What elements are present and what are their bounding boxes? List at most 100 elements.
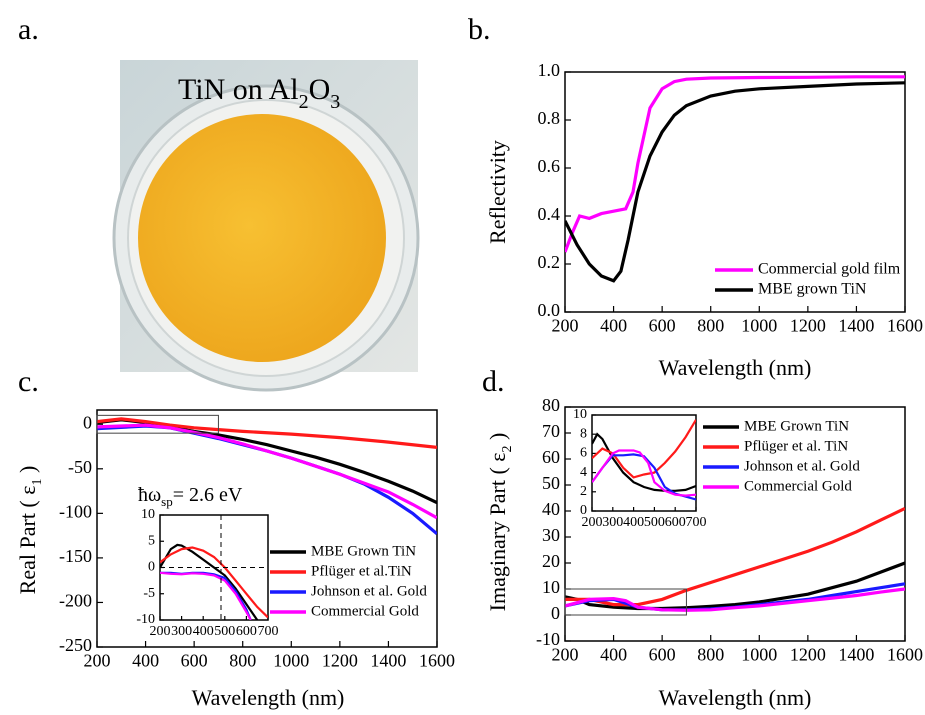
y-tick-label: 0.2: [538, 252, 561, 272]
y-tick-label: -50: [68, 457, 92, 477]
legend-label: Johnson et al. Gold: [311, 583, 427, 599]
y-tick-label: 0.6: [538, 156, 561, 176]
y-tick-label: 60: [542, 447, 560, 467]
x-tick-label: 1400: [838, 315, 874, 335]
x-tick-label: 400: [600, 315, 627, 335]
x-tick-label: 800: [229, 650, 256, 670]
panel-label: b.: [468, 13, 491, 46]
x-tick-label: 1600: [419, 650, 455, 670]
x-tick-label: 600: [649, 315, 676, 335]
x-tick-label: 1600: [887, 644, 923, 664]
y-tick-label: 70: [542, 421, 560, 441]
x-tick-label: 800: [697, 315, 724, 335]
legend-label: Johnson et al. Gold: [744, 458, 860, 474]
title-part: TiN on Al: [178, 73, 299, 106]
panel-label: d.: [482, 365, 505, 398]
y-tick-label: 5: [148, 533, 155, 548]
y-tick-label: -200: [59, 591, 92, 611]
y-tick-label: 10: [141, 507, 155, 522]
y-tick-label: 0: [580, 503, 587, 518]
y-axis-title-part: ): [15, 466, 40, 479]
y-tick-label: 0: [83, 412, 92, 432]
title-sub: 3: [330, 91, 340, 113]
x-tick-label: 400: [600, 644, 627, 664]
y-axis-title-part: 2: [500, 445, 515, 452]
y-axis-title: Imaginary Part ( ε2 ): [485, 433, 515, 612]
figure: a. TiN on Al2O3 b.2004006008001000120014…: [0, 0, 925, 715]
sample: [138, 114, 386, 362]
x-tick-label: 600: [649, 644, 676, 664]
y-tick-label: 1.0: [538, 60, 561, 80]
x-tick-label: 1000: [741, 315, 777, 335]
x-tick-label: 600: [665, 515, 686, 530]
x-tick-label: 400: [193, 624, 214, 639]
x-tick-label: 300: [171, 624, 192, 639]
x-tick-label: 600: [236, 624, 257, 639]
y-axis-title-part: Real Part ( ε: [15, 486, 40, 595]
y-axis-title-part: ): [485, 433, 510, 446]
y-axis-title-part: Imaginary Part ( ε: [485, 452, 510, 611]
y-tick-label: 80: [542, 395, 560, 415]
y-tick-label: 4: [580, 465, 587, 480]
y-tick-label: 0.8: [538, 108, 561, 128]
y-axis-title-part: 1: [30, 479, 45, 486]
y-axis-title: Reflectivity: [485, 140, 510, 244]
y-tick-label: 20: [542, 551, 560, 571]
y-tick-label: 10: [573, 407, 587, 422]
x-tick-label: 400: [623, 515, 644, 530]
y-tick-label: 6: [580, 446, 587, 461]
y-tick-label: 0: [551, 603, 560, 623]
y-tick-label: 0: [148, 560, 155, 575]
x-axis-title: Wavelength (nm): [659, 355, 812, 380]
y-tick-label: 2: [580, 484, 587, 499]
y-tick-label: -250: [59, 635, 92, 655]
y-tick-label: -10: [536, 629, 560, 649]
panel-label: c.: [18, 365, 39, 398]
legend-label: Commercial Gold: [744, 478, 852, 494]
y-tick-label: 40: [542, 499, 560, 519]
y-tick-label: 50: [542, 473, 560, 493]
legend-label: Commercial Gold: [311, 603, 419, 619]
legend-label: Pflüger et al. TiN: [744, 438, 848, 454]
x-tick-label: 700: [686, 515, 707, 530]
chart-panel: b.20040060080010001200140016000.00.20.40…: [468, 13, 923, 380]
annotation-part: ħω: [138, 484, 161, 506]
y-tick-label: -10: [136, 612, 155, 627]
photo-panel: a. TiN on Al2O3: [18, 13, 418, 390]
x-tick-label: 1200: [790, 644, 826, 664]
y-tick-label: 8: [580, 426, 587, 441]
y-tick-label: 10: [542, 577, 560, 597]
x-tick-label: 300: [602, 515, 623, 530]
x-tick-label: 700: [258, 624, 279, 639]
y-axis-title: Real Part ( ε1 ): [15, 466, 45, 595]
annotation-part: = 2.6 eV: [173, 484, 243, 506]
x-tick-label: 600: [181, 650, 208, 670]
y-tick-label: -150: [59, 546, 92, 566]
y-tick-label: 0.0: [538, 300, 561, 320]
x-tick-label: 500: [644, 515, 665, 530]
x-tick-label: 1200: [322, 650, 358, 670]
y-tick-label: 30: [542, 525, 560, 545]
y-axis-title-part: Reflectivity: [485, 140, 510, 244]
panel-label: a.: [18, 13, 39, 46]
y-tick-label: -5: [143, 586, 155, 601]
x-tick-label: 400: [132, 650, 159, 670]
y-tick-label: -100: [59, 501, 92, 521]
legend-label: Commercial gold film: [758, 261, 901, 278]
x-axis-title: Wavelength (nm): [659, 685, 812, 710]
x-tick-label: 1400: [838, 644, 874, 664]
x-tick-label: 1000: [273, 650, 309, 670]
x-tick-label: 500: [214, 624, 235, 639]
x-tick-label: 1000: [741, 644, 777, 664]
legend-label: Pflüger et al.TiN: [311, 563, 412, 579]
legend-label: MBE Grown TiN: [744, 418, 849, 434]
y-tick-label: 0.4: [538, 204, 561, 224]
x-tick-label: 1600: [887, 315, 923, 335]
title-part: O: [309, 73, 331, 106]
x-tick-label: 1400: [370, 650, 406, 670]
legend-label: MBE Grown TiN: [311, 543, 416, 559]
legend-label: MBE grown TiN: [758, 281, 867, 298]
annotation-part: sp: [161, 494, 173, 509]
chart-panel: d.2004006008001000120014001600-100102030…: [482, 365, 923, 710]
